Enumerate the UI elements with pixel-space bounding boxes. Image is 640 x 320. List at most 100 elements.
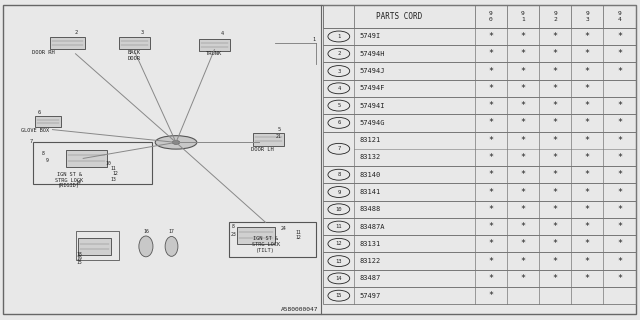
Text: *: * [520,118,525,127]
Text: 7: 7 [30,139,33,144]
Text: *: * [552,118,557,127]
Text: *: * [520,49,525,58]
Text: *: * [552,205,557,214]
Bar [323,97,636,114]
Text: *: * [617,49,622,58]
Bar [323,114,636,132]
Text: 83132: 83132 [360,155,381,160]
Text: *: * [488,291,493,300]
Text: 15: 15 [77,260,83,265]
Text: *: * [585,239,590,248]
Text: *: * [617,257,622,266]
Text: *: * [552,32,557,41]
Circle shape [172,140,180,144]
Text: 57494J: 57494J [360,68,385,74]
Text: 9
2: 9 2 [553,11,557,22]
Text: *: * [520,239,525,248]
Text: 12: 12 [335,241,342,246]
Text: *: * [488,118,493,127]
Text: 57497: 57497 [360,293,381,299]
Bar [323,270,636,287]
Text: 83131: 83131 [360,241,381,247]
Text: 4: 4 [337,86,340,91]
Text: 1: 1 [337,34,340,39]
Text: *: * [585,205,590,214]
Text: *: * [617,170,622,179]
Text: 2: 2 [75,30,77,35]
Text: *: * [585,257,590,266]
Text: *: * [488,32,493,41]
Text: 9
1: 9 1 [521,11,525,22]
Bar [50,37,85,49]
Text: *: * [585,153,590,162]
Text: *: * [617,153,622,162]
Text: *: * [585,84,590,93]
Text: 1: 1 [312,36,315,42]
Text: 11: 11 [335,224,342,229]
Text: 16: 16 [143,228,148,234]
Text: 7: 7 [337,146,340,151]
Text: *: * [488,239,493,248]
Text: *: * [617,274,622,283]
Text: *: * [585,170,590,179]
Text: 83487A: 83487A [360,224,385,229]
Bar [323,80,636,97]
Bar [323,166,636,183]
Text: *: * [585,67,590,76]
Ellipse shape [165,236,178,256]
Text: *: * [488,188,493,196]
Bar [78,238,111,255]
Bar [199,39,230,51]
Text: 14: 14 [76,180,81,185]
Text: 9: 9 [46,158,49,164]
Text: 19: 19 [77,256,83,261]
Text: *: * [520,136,525,145]
Text: 83488: 83488 [360,206,381,212]
Bar [323,5,636,28]
Text: *: * [617,101,622,110]
Text: *: * [617,188,622,196]
Text: 5749I: 5749I [360,34,381,39]
Bar [323,62,636,80]
Text: 11: 11 [295,230,301,236]
Text: *: * [488,222,493,231]
Text: *: * [617,32,622,41]
Text: *: * [520,32,525,41]
Bar [35,116,61,127]
Bar [33,142,152,184]
Bar [237,227,275,244]
Bar [323,132,636,166]
Text: *: * [552,153,557,162]
Text: 83140: 83140 [360,172,381,178]
Text: *: * [552,222,557,231]
Text: PARTS CORD: PARTS CORD [376,12,422,21]
Text: *: * [488,49,493,58]
Text: 57494G: 57494G [360,120,385,126]
Text: BACK
DOOR: BACK DOOR [128,50,141,61]
Text: *: * [488,274,493,283]
Text: *: * [585,188,590,196]
Text: *: * [617,136,622,145]
Text: 4: 4 [221,31,224,36]
Text: 18: 18 [77,252,83,257]
Text: 57494H: 57494H [360,51,385,57]
Text: *: * [552,49,557,58]
Text: *: * [488,84,493,93]
Text: *: * [552,67,557,76]
Text: 6: 6 [38,110,41,115]
Text: *: * [488,153,493,162]
Text: *: * [520,205,525,214]
Text: 83122: 83122 [360,258,381,264]
Text: 24: 24 [280,226,286,231]
Text: *: * [552,170,557,179]
Text: *: * [617,118,622,127]
Text: *: * [488,170,493,179]
Text: 9
4: 9 4 [618,11,621,22]
Text: *: * [585,136,590,145]
Text: 9
0: 9 0 [489,11,493,22]
Text: *: * [552,188,557,196]
Text: *: * [488,257,493,266]
Text: *: * [488,101,493,110]
Text: 10: 10 [335,207,342,212]
Text: *: * [520,67,525,76]
